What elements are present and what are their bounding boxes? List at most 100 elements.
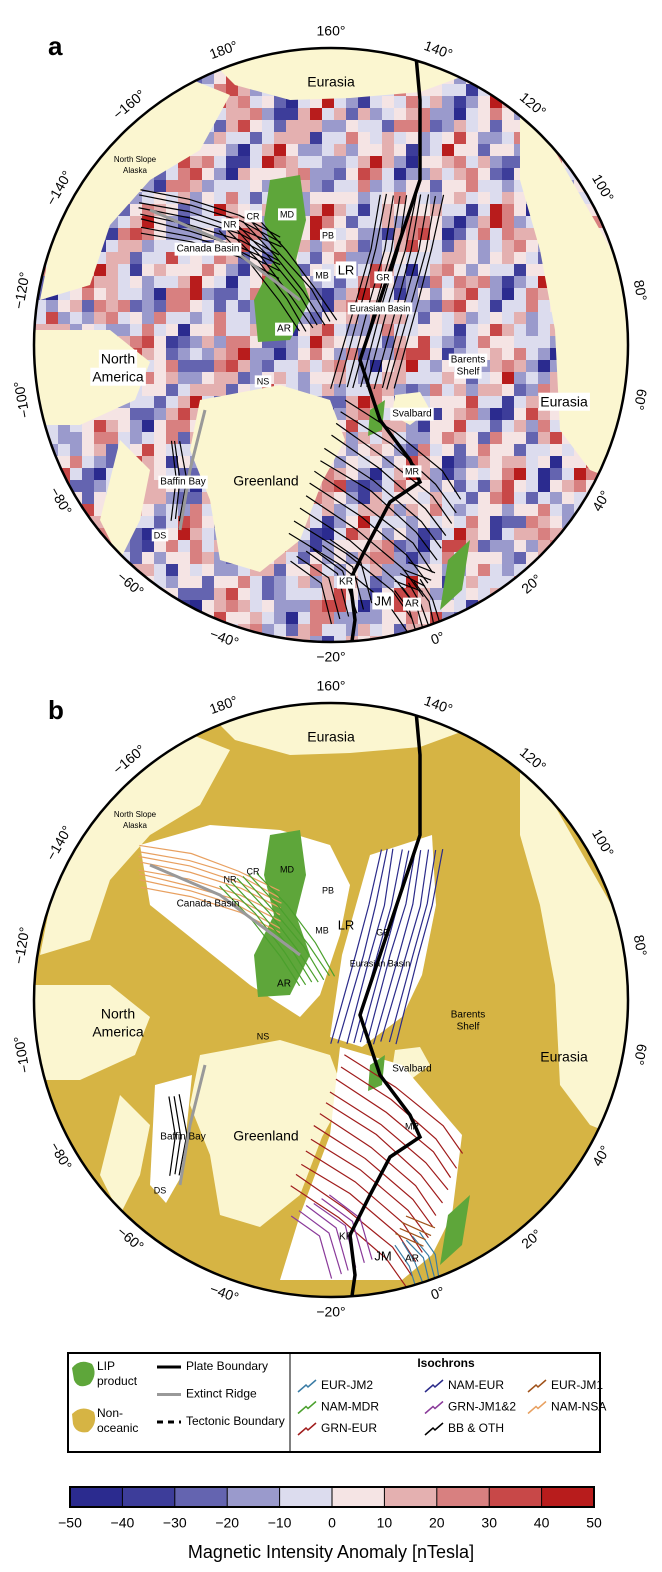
isochron bbox=[140, 189, 281, 238]
anomaly-cell bbox=[466, 576, 478, 588]
anomaly-cell bbox=[382, 216, 394, 228]
anomaly-cell bbox=[502, 480, 514, 492]
anomaly-cell bbox=[538, 348, 550, 360]
isochron bbox=[344, 1054, 464, 1154]
isochron bbox=[394, 1244, 416, 1287]
anomaly-cell bbox=[142, 264, 154, 276]
anomaly-cell bbox=[298, 144, 310, 156]
anomaly-cell bbox=[358, 528, 370, 540]
anomaly-cell bbox=[334, 312, 346, 324]
anomaly-cell bbox=[526, 456, 538, 468]
anomaly-cell bbox=[142, 276, 154, 288]
anomaly-cell bbox=[250, 132, 262, 144]
anomaly-cell bbox=[370, 144, 382, 156]
anomaly-cell bbox=[298, 588, 310, 600]
anomaly-cell bbox=[502, 408, 514, 420]
anomaly-cell bbox=[430, 528, 442, 540]
anomaly-cell bbox=[346, 312, 358, 324]
anomaly-cell bbox=[226, 276, 238, 288]
anomaly-cell bbox=[358, 240, 370, 252]
anomaly-cell bbox=[286, 360, 298, 372]
anomaly-cell bbox=[262, 168, 274, 180]
isochron bbox=[296, 555, 341, 620]
isochron bbox=[319, 1113, 437, 1216]
anomaly-cell bbox=[394, 600, 406, 612]
longitude-label: −40° bbox=[208, 625, 241, 650]
anomaly-cell bbox=[550, 420, 562, 432]
label-box bbox=[151, 529, 169, 542]
anomaly-cell bbox=[430, 420, 442, 432]
anomaly-cell bbox=[490, 564, 502, 576]
anomaly-cell bbox=[310, 192, 322, 204]
anomaly-cell bbox=[106, 552, 118, 564]
anomaly-cell bbox=[166, 420, 178, 432]
legend-label: NAM-NSA bbox=[551, 1400, 606, 1414]
anomaly-cell bbox=[238, 336, 250, 348]
anomaly-cell bbox=[442, 372, 454, 384]
anomaly-cell bbox=[346, 336, 358, 348]
colorbar-tick-label: −10 bbox=[268, 1515, 292, 1531]
anomaly-cell bbox=[142, 564, 154, 576]
anomaly-cell bbox=[466, 120, 478, 132]
anomaly-cell bbox=[358, 480, 370, 492]
anomaly-cell bbox=[502, 276, 514, 288]
anomaly-cell bbox=[442, 84, 454, 96]
isochron bbox=[405, 1215, 436, 1229]
place-label: GR bbox=[376, 927, 390, 937]
place-label: AR bbox=[277, 324, 291, 335]
place-label: MD bbox=[280, 864, 294, 874]
anomaly-cell bbox=[130, 300, 142, 312]
anomaly-cell bbox=[142, 348, 154, 360]
anomaly-cell bbox=[154, 324, 166, 336]
anomaly-cell bbox=[262, 624, 274, 636]
label-box bbox=[98, 349, 138, 368]
anomaly-cell bbox=[502, 372, 514, 384]
anomaly-cell bbox=[298, 324, 310, 336]
anomaly-cell bbox=[322, 168, 334, 180]
anomaly-cell bbox=[298, 600, 310, 612]
anomaly-cell bbox=[286, 600, 298, 612]
anomaly-cell bbox=[94, 312, 106, 324]
anomaly-cell bbox=[490, 444, 502, 456]
anomaly-cell bbox=[430, 468, 442, 480]
legend-isochron-swatch bbox=[297, 1400, 317, 1415]
anomaly-cell bbox=[526, 492, 538, 504]
anomaly-cell bbox=[34, 312, 46, 324]
anomaly-cell bbox=[154, 444, 166, 456]
anomaly-cell bbox=[454, 240, 466, 252]
legend-label: oceanic bbox=[97, 1421, 138, 1435]
place-label: Alaska bbox=[123, 166, 148, 175]
isochron bbox=[366, 194, 418, 387]
place-label: Greenland bbox=[233, 1128, 298, 1144]
isochron bbox=[405, 1239, 430, 1280]
anomaly-cell bbox=[154, 240, 166, 252]
anomaly-cell bbox=[382, 552, 394, 564]
anomaly-cell bbox=[178, 264, 190, 276]
anomaly-cell bbox=[154, 384, 166, 396]
anomaly-cell bbox=[526, 300, 538, 312]
anomaly-cell bbox=[334, 324, 346, 336]
anomaly-cell bbox=[322, 288, 334, 300]
land bbox=[520, 745, 628, 1145]
anomaly-cell bbox=[514, 324, 526, 336]
anomaly-cell bbox=[82, 300, 94, 312]
anomaly-cell bbox=[274, 600, 286, 612]
anomaly-cell bbox=[526, 444, 538, 456]
anomaly-cell bbox=[502, 168, 514, 180]
anomaly-cell bbox=[214, 276, 226, 288]
place-label: MB bbox=[315, 925, 329, 935]
anomaly-cell bbox=[358, 180, 370, 192]
anomaly-cell bbox=[154, 312, 166, 324]
anomaly-cell bbox=[418, 276, 430, 288]
anomaly-cell bbox=[526, 276, 538, 288]
anomaly-cell bbox=[478, 252, 490, 264]
longitude-label: 100° bbox=[589, 171, 617, 204]
anomaly-cell bbox=[106, 264, 118, 276]
anomaly-cell bbox=[358, 216, 370, 228]
anomaly-cell bbox=[166, 552, 178, 564]
isochron bbox=[335, 1078, 452, 1178]
isochron bbox=[168, 1096, 176, 1176]
anomaly-cell bbox=[430, 576, 442, 588]
anomaly-cell bbox=[490, 264, 502, 276]
anomaly-cell bbox=[394, 576, 406, 588]
